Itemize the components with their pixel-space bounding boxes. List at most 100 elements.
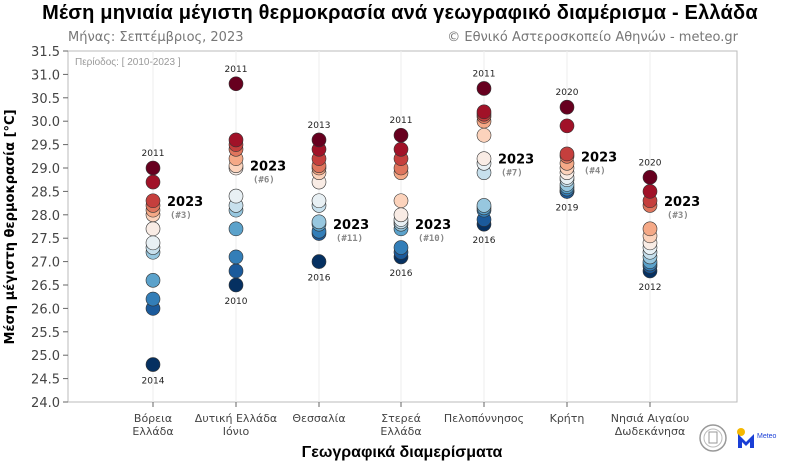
meteo-logo-text: Meteo bbox=[757, 433, 777, 440]
year-2023-label: 2023 bbox=[333, 218, 369, 233]
year-2023-label: 2023 bbox=[250, 160, 286, 175]
data-point bbox=[393, 193, 409, 209]
rank-2023-label: (#10) bbox=[418, 234, 445, 244]
data-point bbox=[476, 81, 492, 96]
y-tick-label: 28.5 bbox=[31, 185, 60, 200]
data-point bbox=[476, 151, 492, 166]
chart-title: Μέση μηνιαία μέγιστη θερμοκρασία ανά γεω… bbox=[42, 2, 758, 24]
min-year-label: 2016 bbox=[308, 274, 331, 284]
data-point bbox=[145, 235, 161, 251]
y-tick-label: 28.0 bbox=[31, 209, 60, 224]
y-tick-label: 24.5 bbox=[31, 373, 60, 388]
chart-subtitle: Μήνας: Σεπτέμβριος, 2023 bbox=[68, 30, 244, 45]
max-year-label: 2011 bbox=[473, 69, 496, 79]
data-point bbox=[311, 132, 327, 148]
x-tick-label: Νησιά Αιγαίου bbox=[611, 412, 689, 425]
x-tick-label: Ελλάδα bbox=[380, 425, 421, 438]
year-2023-label: 2023 bbox=[415, 218, 451, 233]
y-tick-label: 25.0 bbox=[31, 349, 60, 364]
data-point bbox=[642, 184, 658, 199]
data-point bbox=[642, 170, 658, 185]
x-tick-label: Δωδεκάνησα bbox=[615, 425, 686, 438]
min-year-label: 2014 bbox=[142, 377, 165, 387]
data-point bbox=[228, 188, 244, 204]
year-2023-label: 2023 bbox=[581, 150, 617, 165]
data-point bbox=[393, 240, 409, 255]
data-point bbox=[311, 193, 327, 209]
x-tick-label: Θεσσαλία bbox=[292, 412, 345, 425]
data-point bbox=[145, 193, 161, 209]
noa-seal-logo bbox=[699, 424, 727, 452]
meteo-logo: Meteo bbox=[737, 428, 777, 448]
y-tick-label: 27.5 bbox=[31, 232, 60, 247]
rank-2023-label: (#3) bbox=[667, 211, 689, 221]
y-axis-label: Μέση μέγιστη θερμοκρασία [°C] bbox=[3, 109, 18, 344]
y-tick-label: 29.0 bbox=[31, 162, 60, 177]
year-2023-label: 2023 bbox=[167, 195, 203, 210]
min-year-label: 2012 bbox=[639, 283, 662, 293]
data-point bbox=[228, 263, 244, 279]
data-point bbox=[311, 254, 327, 269]
data-point bbox=[559, 118, 575, 134]
y-tick-label: 26.0 bbox=[31, 302, 60, 317]
data-point bbox=[228, 221, 244, 237]
data-point bbox=[559, 146, 575, 162]
period-label: Περίοδος: [ 2010-2023 ] bbox=[75, 56, 181, 68]
data-point bbox=[145, 357, 161, 372]
year-2023-label: 2023 bbox=[498, 153, 534, 168]
rank-2023-label: (#11) bbox=[336, 234, 363, 244]
y-tick-label: 24.0 bbox=[31, 396, 60, 411]
min-year-label: 2010 bbox=[225, 297, 248, 307]
max-year-label: 2011 bbox=[142, 149, 165, 159]
x-tick-label: Βόρεια bbox=[134, 412, 172, 425]
data-point bbox=[228, 277, 244, 293]
y-tick-label: 30.0 bbox=[31, 115, 60, 130]
min-year-label: 2016 bbox=[473, 236, 496, 246]
x-tick-label: Ελλάδα bbox=[132, 425, 173, 438]
x-tick-label: Στερεά bbox=[381, 412, 421, 425]
rank-2023-label: (#3) bbox=[170, 211, 192, 221]
y-tick-label: 29.5 bbox=[31, 139, 60, 154]
data-point bbox=[393, 141, 409, 157]
data-point bbox=[476, 104, 492, 120]
x-axis-label: Γεωγραφικά διαμερίσματα bbox=[302, 444, 503, 461]
year-2023-label: 2023 bbox=[664, 195, 700, 210]
credit-text: © Εθνικό Αστεροσκοπείο Αθηνών - meteo.gr bbox=[447, 30, 738, 45]
rank-2023-label: (#6) bbox=[253, 176, 275, 186]
y-tick-label: 31.5 bbox=[31, 45, 60, 60]
min-year-label: 2019 bbox=[556, 203, 579, 213]
data-point bbox=[145, 291, 161, 307]
data-point bbox=[145, 160, 161, 176]
data-point bbox=[145, 273, 161, 288]
x-tick-label: Ιόνιο bbox=[223, 425, 250, 438]
x-tick-label: Δυτική Ελλάδα bbox=[195, 412, 277, 425]
max-year-label: 2020 bbox=[556, 88, 579, 98]
y-tick-label: 31.0 bbox=[31, 68, 60, 83]
data-point bbox=[228, 249, 244, 265]
y-tick-label: 30.5 bbox=[31, 92, 60, 107]
x-tick-label: Πελοπόννησος bbox=[444, 412, 524, 425]
min-year-label: 2016 bbox=[390, 269, 413, 279]
max-year-label: 2020 bbox=[639, 158, 662, 168]
max-year-label: 2013 bbox=[308, 121, 331, 131]
x-tick-label: Κρήτη bbox=[550, 412, 585, 425]
data-point bbox=[145, 174, 161, 190]
data-point bbox=[228, 76, 244, 92]
data-point bbox=[476, 127, 492, 143]
y-tick-label: 25.5 bbox=[31, 326, 60, 341]
data-point bbox=[393, 127, 409, 143]
y-tick-label: 27.0 bbox=[31, 256, 60, 271]
rank-2023-label: (#7) bbox=[501, 169, 523, 179]
data-point bbox=[476, 198, 492, 213]
data-point bbox=[642, 221, 658, 237]
data-point bbox=[559, 99, 575, 115]
data-point bbox=[311, 214, 327, 230]
max-year-label: 2011 bbox=[390, 116, 413, 126]
rank-2023-label: (#4) bbox=[584, 166, 606, 176]
max-year-label: 2011 bbox=[225, 65, 248, 75]
data-point bbox=[228, 132, 244, 148]
data-point bbox=[393, 207, 409, 223]
y-tick-label: 26.5 bbox=[31, 279, 60, 294]
plot-frame bbox=[67, 50, 738, 403]
